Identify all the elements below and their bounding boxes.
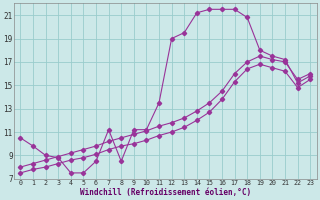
X-axis label: Windchill (Refroidissement éolien,°C): Windchill (Refroidissement éolien,°C)	[80, 188, 251, 197]
